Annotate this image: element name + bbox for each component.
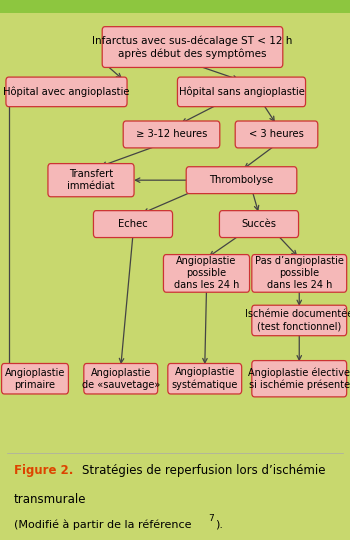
- FancyBboxPatch shape: [168, 363, 242, 394]
- FancyBboxPatch shape: [6, 77, 127, 107]
- FancyBboxPatch shape: [48, 164, 134, 197]
- FancyBboxPatch shape: [219, 211, 299, 238]
- FancyBboxPatch shape: [235, 121, 318, 148]
- Text: Infarctus avec sus-décalage ST < 12 h
après début des symptômes: Infarctus avec sus-décalage ST < 12 h ap…: [92, 36, 293, 59]
- FancyBboxPatch shape: [163, 254, 250, 292]
- Text: Figure 2.: Figure 2.: [14, 464, 74, 477]
- Text: transmurale: transmurale: [14, 492, 86, 506]
- Text: Angioplastie
possible
dans les 24 h: Angioplastie possible dans les 24 h: [174, 256, 239, 291]
- Text: Succès: Succès: [241, 219, 276, 229]
- Text: Hôpital sans angioplastie: Hôpital sans angioplastie: [178, 86, 304, 97]
- Text: ≥ 3-12 heures: ≥ 3-12 heures: [136, 130, 207, 139]
- Text: ).: ).: [215, 519, 223, 529]
- Text: Hôpital avec angioplastie: Hôpital avec angioplastie: [3, 86, 130, 97]
- FancyBboxPatch shape: [186, 167, 297, 194]
- Text: Thrombolyse: Thrombolyse: [209, 175, 274, 185]
- FancyBboxPatch shape: [93, 211, 173, 238]
- FancyBboxPatch shape: [252, 254, 346, 292]
- Text: Stratégies de reperfusion lors d’ischémie: Stratégies de reperfusion lors d’ischémi…: [82, 464, 326, 477]
- Text: < 3 heures: < 3 heures: [249, 130, 304, 139]
- FancyBboxPatch shape: [252, 361, 346, 397]
- Text: Angioplastie
systématique: Angioplastie systématique: [172, 367, 238, 390]
- Text: (Modifié à partir de la référence: (Modifié à partir de la référence: [14, 519, 195, 530]
- Text: 7: 7: [208, 515, 214, 523]
- Bar: [0, 0, 350, 14]
- Text: Ischémie documentée
(test fonctionnel): Ischémie documentée (test fonctionnel): [245, 309, 350, 332]
- FancyBboxPatch shape: [84, 363, 158, 394]
- Text: Transfert
immédiat: Transfert immédiat: [67, 169, 115, 191]
- Text: Pas d’angioplastie
possible
dans les 24 h: Pas d’angioplastie possible dans les 24 …: [255, 256, 344, 291]
- FancyBboxPatch shape: [2, 363, 68, 394]
- Text: Angioplastie
de «sauvetage»: Angioplastie de «sauvetage»: [82, 368, 160, 390]
- FancyBboxPatch shape: [252, 305, 346, 336]
- FancyBboxPatch shape: [177, 77, 306, 107]
- Text: Echec: Echec: [118, 219, 148, 229]
- FancyBboxPatch shape: [123, 121, 220, 148]
- FancyBboxPatch shape: [102, 26, 283, 68]
- Text: Angioplastie
primaire: Angioplastie primaire: [5, 368, 65, 390]
- Text: Angioplastie élective
si ischémie présente: Angioplastie élective si ischémie présen…: [248, 367, 350, 390]
